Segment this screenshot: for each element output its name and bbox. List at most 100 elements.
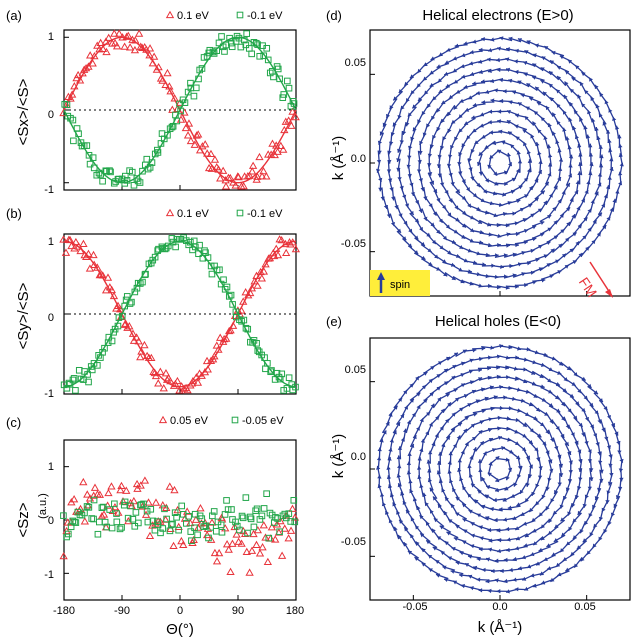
panel-e-arrowhead-184 bbox=[535, 407, 540, 412]
legend-b-series-2: -0.1 eV bbox=[247, 208, 283, 220]
panel-e-arrowhead-218 bbox=[548, 530, 553, 535]
panel-e-arrowhead-152 bbox=[427, 468, 432, 473]
panel-d-arrowhead-545 bbox=[460, 279, 465, 284]
panel-e-arrowhead-6 bbox=[505, 476, 510, 481]
panel-e-arrowhead-162 bbox=[479, 536, 484, 541]
panel-e-arrowhead-46 bbox=[471, 437, 477, 441]
panel-e-arrowhead-479 bbox=[598, 536, 603, 541]
panel-a-series-1-point-24 bbox=[110, 29, 119, 37]
panel-e-arrowhead-393 bbox=[494, 578, 499, 583]
panel-e-arrowhead-26 bbox=[472, 447, 477, 452]
panel-b-series-1-point-88 bbox=[241, 288, 250, 296]
panel-d-arrowhead-183 bbox=[536, 101, 542, 106]
panel-e-arrowhead-519 bbox=[409, 383, 414, 388]
panel-b-series-1-point-21 bbox=[103, 273, 113, 281]
panel-e-arrowhead-440 bbox=[428, 379, 433, 384]
panel-e-arrowhead-221 bbox=[567, 511, 572, 516]
panel-e-arrowhead-367 bbox=[451, 376, 456, 380]
panel-e-ylabel: k (Å⁻¹) bbox=[330, 434, 347, 479]
panel-e-arrowhead-284 bbox=[587, 449, 592, 454]
panel-b-series-1-point-80 bbox=[225, 326, 234, 335]
panel-b-series-2-point-20 bbox=[101, 344, 108, 352]
panel-c-series-2-point-74 bbox=[212, 527, 220, 535]
panel-e-arrowhead-506 bbox=[517, 346, 522, 351]
panel-d-arrowhead-92 bbox=[544, 181, 549, 186]
panel-e-arrowhead-200 bbox=[419, 484, 424, 488]
panel-e-arrowhead-121 bbox=[487, 527, 492, 533]
panel-e-arrowhead-23 bbox=[498, 435, 502, 440]
panel-e-arrowhead-40 bbox=[526, 455, 530, 460]
panel-c-series-2-point-55 bbox=[173, 513, 180, 521]
panel-c-series-2-point-5 bbox=[71, 518, 78, 526]
panel-e-arrowhead-234 bbox=[548, 403, 554, 407]
panel-e-arrowhead-436 bbox=[460, 361, 465, 366]
panel-e-arrowhead-144 bbox=[490, 406, 495, 411]
panel-b-series-1-point-42 bbox=[147, 353, 156, 362]
panel-d-arrowhead-184 bbox=[529, 97, 534, 101]
panel-a-series-2-point-82 bbox=[228, 43, 236, 51]
panel-e-arrowhead-384 bbox=[406, 509, 410, 514]
panel-a-series-1-point-95 bbox=[255, 152, 264, 161]
panel-c-series-1-point-28 bbox=[117, 481, 126, 490]
panel-a-series-2-point-104 bbox=[274, 65, 282, 73]
legend-c-series-2-marker bbox=[231, 416, 239, 424]
panel-a-series-1-point-105 bbox=[276, 141, 285, 149]
panel-e-arrowhead-171 bbox=[553, 510, 558, 515]
panel-e-arrowhead-206 bbox=[446, 531, 451, 536]
panel-e-arrowhead-298 bbox=[496, 374, 501, 380]
panel-e-arrowhead-321 bbox=[448, 556, 453, 561]
panel-e-arrowhead-330 bbox=[527, 564, 532, 569]
panel-e-arrowhead-438 bbox=[443, 368, 448, 373]
panel-e-arrowhead-456 bbox=[396, 510, 401, 515]
panel-e-arrowhead-504 bbox=[534, 350, 539, 355]
panel-b-label: (b) bbox=[6, 206, 22, 221]
panel-c-series-2-point-49 bbox=[161, 505, 168, 513]
panel-c-series-1-point-48 bbox=[158, 501, 167, 509]
panel-c-series-2-point-96 bbox=[258, 512, 266, 520]
panel-e-arrowhead-120 bbox=[478, 525, 483, 530]
panel-a-series-2-point-16 bbox=[93, 171, 101, 179]
panel-e-arrowhead-494 bbox=[603, 406, 608, 411]
panel-e-arrowhead-320 bbox=[440, 551, 445, 556]
panel-c-series-1-point-109 bbox=[284, 534, 293, 542]
panel-e-arrowhead-311 bbox=[410, 443, 415, 448]
panel-c-series-1-point-53 bbox=[169, 541, 178, 550]
panel-a-series-2-point-89 bbox=[243, 30, 250, 37]
panel-c-series-2-point-110 bbox=[287, 518, 294, 525]
panel-b-series-1-point-104 bbox=[273, 250, 283, 259]
panel-a-series-1-point-77 bbox=[218, 166, 228, 174]
panel-e-arrowhead-353 bbox=[569, 393, 574, 398]
panel-a-series-2-point-84 bbox=[233, 32, 241, 40]
panel-c-series-2-point-38 bbox=[138, 501, 145, 508]
panel-c-series-2-point-35 bbox=[132, 509, 140, 516]
panel-e-arrowhead-475 bbox=[574, 563, 579, 568]
panel-e-arrowhead-314 bbox=[406, 470, 412, 475]
panel-b-series-2-point-5 bbox=[70, 375, 78, 382]
panel-d-arrowhead-224 bbox=[577, 171, 582, 175]
panel-e-arrowhead-316 bbox=[415, 525, 420, 530]
panel-e-arrowhead-215 bbox=[523, 543, 528, 548]
panel-e-arrowhead-523 bbox=[388, 412, 393, 417]
panel-e-arrowhead-399 bbox=[547, 566, 552, 571]
panel-c-series-1-point-27 bbox=[116, 485, 125, 494]
panel-e-arrowhead-167 bbox=[524, 533, 530, 538]
panel-e-arrowhead-250 bbox=[425, 431, 430, 436]
panel-a-series-1-point-29 bbox=[120, 42, 129, 50]
panel-c-series-1-point-81 bbox=[226, 567, 235, 575]
panel-e-arrowhead-43 bbox=[497, 426, 502, 431]
panel-b-series-2-point-44 bbox=[151, 253, 159, 261]
panel-e-arrowhead-173 bbox=[563, 495, 568, 500]
panel-e-arrowhead-4 bbox=[487, 472, 492, 477]
panel-e-arrowhead-543 bbox=[436, 573, 441, 578]
panel-c-series-2-point-81 bbox=[228, 506, 235, 513]
panel-e-arrowhead-29 bbox=[468, 473, 473, 478]
panel-c-series-1-point-41 bbox=[144, 498, 153, 506]
panel-a-series-1-point-32 bbox=[125, 43, 135, 51]
panel-e-arrowhead-248 bbox=[435, 416, 440, 421]
panel-a-ytick-2: 0 bbox=[48, 109, 54, 121]
panel-e-arrowhead-348 bbox=[593, 433, 598, 438]
panel-e-arrowhead-439 bbox=[436, 374, 441, 378]
panel-a-series-2-point-108 bbox=[284, 77, 291, 85]
panel-d-arrowhead-340 bbox=[594, 191, 599, 196]
panel-c-series-2-point-87 bbox=[239, 514, 247, 522]
